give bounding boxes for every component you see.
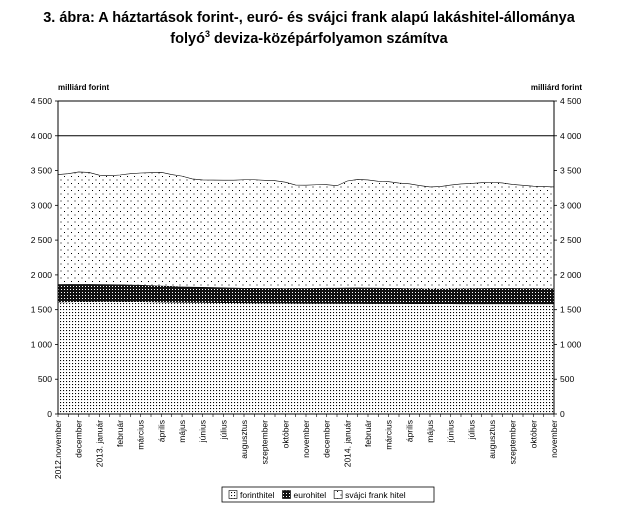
x-tick-label: április (404, 420, 414, 442)
y-axis-right: 0 500 1 000 1 500 2 000 2 500 3 000 3 500 4 000 4… (554, 96, 582, 419)
legend-label-1: eurohitel (294, 490, 327, 500)
x-tick-label: november (549, 420, 559, 458)
y-tick-label-left: 4 500 (31, 96, 53, 106)
legend-box (221, 486, 435, 503)
x-tick-label: május (425, 420, 435, 443)
y-tick-label-left: 1 000 (31, 339, 53, 349)
y-tick-label-left: 500 (38, 374, 52, 384)
x-tick-label: március (384, 420, 394, 450)
area-series-2 (58, 171, 554, 289)
y-tick-label-right: 3 000 (560, 200, 582, 210)
x-tick-label: 2013. január (94, 420, 104, 467)
gridlines (58, 100, 554, 137)
x-axis: 2012.november december 2013. január február… (53, 414, 559, 479)
legend-swatch-1 (282, 490, 291, 499)
y-tick-label-left: 4 000 (31, 131, 53, 141)
x-tick-label: július (218, 420, 228, 440)
x-tick-label: 2014. január (342, 420, 352, 467)
x-tick-label: augusztus (239, 420, 249, 459)
area-edge-2 (57, 171, 555, 188)
x-tick-label: szeptember (508, 420, 518, 465)
legend: forinthitel eurohitel svájci frank hitel (221, 486, 435, 503)
title-superscript: 3 (205, 29, 210, 39)
y-tick-label-left: 3 000 (31, 200, 53, 210)
legend-swatch-0 (228, 490, 238, 499)
y-tick-label-right: 1 500 (560, 305, 582, 315)
legend-label-2: svájci frank hitel (345, 490, 406, 500)
y-tick-label-right: 4 500 (560, 96, 582, 106)
chart-title-line-2: folyó3 deviza-középárfolyamon számítva (170, 29, 448, 47)
y-tick-label-right: 500 (560, 374, 574, 384)
x-tick-label: október (280, 420, 290, 449)
x-tick-label: november (301, 420, 311, 458)
x-tick-label: február (115, 420, 125, 447)
y-axis-left: 0 500 1 000 1 500 2 000 2 500 3 000 3 500 4 000 4… (31, 96, 58, 419)
y-tick-label-left: 2 500 (31, 235, 53, 245)
legend-swatch-2 (333, 490, 343, 499)
y-tick-label-right: 2 500 (560, 235, 582, 245)
y-tick-label-right: 1 000 (560, 339, 582, 349)
y-tick-label-right: 4 000 (560, 131, 582, 141)
y-tick-label-left: 2 000 (31, 270, 53, 280)
right-unit-label: milliárd forint (531, 83, 582, 92)
y-tick-label-left: 1 500 (31, 305, 53, 315)
x-tick-label: szeptember (260, 420, 270, 465)
x-tick-label: június (446, 420, 456, 443)
x-tick-label: július (466, 420, 476, 440)
y-tick-label-left: 0 (47, 409, 52, 419)
x-tick-label: március (136, 420, 146, 450)
x-tick-label: április (156, 420, 166, 442)
chart-title-line-1: 3. ábra: A háztartások forint-, euró- és… (43, 10, 576, 26)
x-tick-label: december (74, 420, 84, 458)
y-tick-label-right: 0 (560, 409, 565, 419)
x-tick-label: június (198, 420, 208, 443)
y-tick-label-right: 3 500 (560, 166, 582, 176)
legend-label-0: forinthitel (240, 490, 275, 500)
x-tick-label: október (528, 420, 538, 449)
area-series-0 (58, 301, 554, 414)
x-tick-label: május (177, 420, 187, 443)
y-tick-label-right: 2 000 (560, 270, 582, 280)
left-unit-label: milliárd forint (58, 83, 109, 92)
x-tick-label: 2012.november (53, 420, 63, 479)
x-tick-label: augusztus (487, 420, 497, 459)
x-tick-label: február (363, 420, 373, 447)
stacked-areas (57, 171, 555, 414)
y-tick-label-left: 3 500 (31, 166, 53, 176)
x-tick-label: december (322, 420, 332, 458)
